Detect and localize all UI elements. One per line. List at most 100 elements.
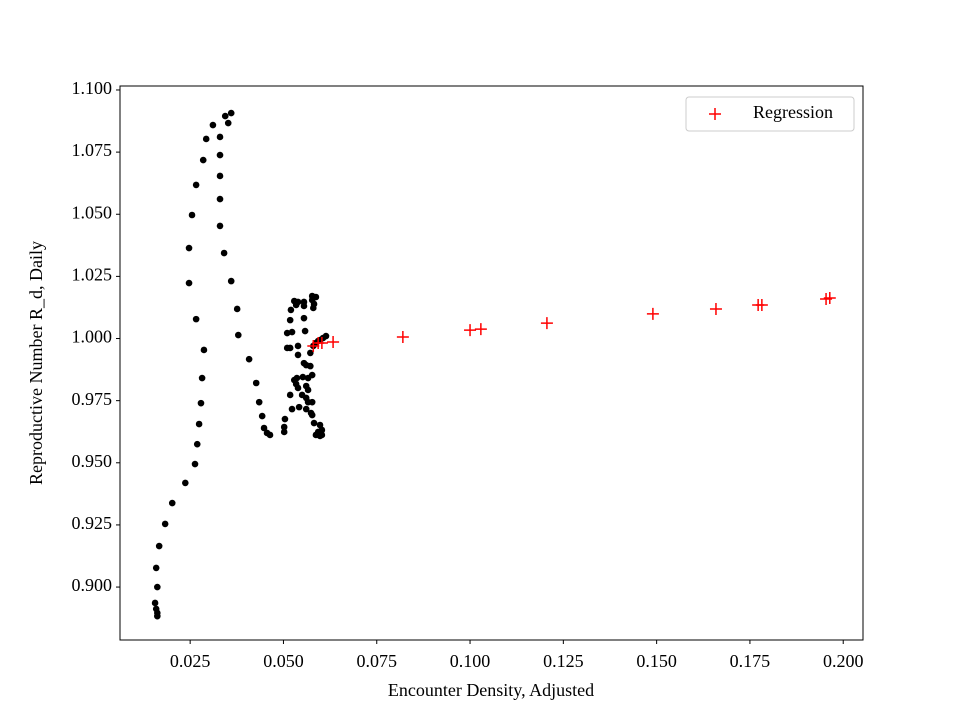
- point: [474, 323, 487, 336]
- point: [192, 315, 200, 323]
- point: [294, 384, 302, 392]
- x-tick-label: 0.075: [356, 651, 397, 671]
- point: [193, 440, 201, 448]
- legend-marker: [709, 108, 721, 120]
- y-tick-label: 1.050: [72, 202, 113, 222]
- point: [255, 398, 263, 406]
- point: [299, 373, 307, 381]
- point: [216, 133, 224, 141]
- y-tick-label: 1.075: [72, 140, 113, 160]
- y-axis-label: Reproductive Number R_d, Daily: [26, 241, 46, 485]
- x-tick-label: 0.150: [636, 651, 677, 671]
- point: [300, 314, 308, 322]
- point: [192, 181, 200, 189]
- x-tick-label: 0.125: [543, 651, 584, 671]
- point: [302, 382, 310, 390]
- point: [154, 583, 161, 591]
- point: [216, 172, 224, 180]
- point: [199, 156, 207, 164]
- point: [318, 426, 326, 434]
- point: [216, 151, 224, 159]
- point: [295, 403, 303, 411]
- point: [227, 109, 235, 117]
- point: [302, 405, 310, 413]
- point: [281, 415, 289, 423]
- point: [280, 423, 288, 431]
- y-tick-label: 1.000: [72, 327, 113, 347]
- point: [260, 424, 268, 432]
- point: [220, 249, 228, 257]
- point: [312, 293, 320, 301]
- point: [224, 119, 232, 127]
- point: [151, 599, 159, 607]
- point: [209, 121, 217, 129]
- x-tick-label: 0.100: [450, 651, 491, 671]
- point: [310, 419, 318, 427]
- point: [307, 339, 320, 352]
- point: [258, 412, 266, 420]
- point: [188, 211, 196, 219]
- y-tick-label: 0.975: [72, 389, 113, 409]
- point: [195, 420, 203, 428]
- point: [200, 346, 208, 354]
- point: [540, 317, 553, 330]
- x-tick-label: 0.050: [263, 651, 304, 671]
- point: [310, 300, 318, 308]
- point: [823, 292, 836, 305]
- point: [182, 479, 189, 487]
- point: [234, 331, 242, 339]
- x-axis-label: Encounter Density, Adjusted: [388, 680, 594, 700]
- point: [308, 411, 316, 419]
- point: [154, 612, 161, 620]
- point: [300, 302, 308, 310]
- y-tick-label: 1.025: [72, 265, 113, 285]
- point: [318, 431, 326, 439]
- point: [327, 335, 340, 348]
- point: [161, 520, 169, 528]
- point: [287, 306, 295, 314]
- point: [464, 324, 477, 337]
- point: [245, 355, 253, 363]
- x-tick-label: 0.025: [170, 651, 211, 671]
- point: [155, 542, 163, 550]
- point: [185, 244, 193, 252]
- point: [292, 301, 300, 309]
- point: [315, 336, 328, 349]
- legend-label: Regression: [753, 102, 833, 122]
- point: [308, 371, 316, 379]
- point: [290, 376, 298, 384]
- point: [755, 298, 768, 311]
- point: [286, 391, 294, 399]
- point: [252, 379, 260, 387]
- point: [197, 399, 205, 407]
- x-tick-label: 0.200: [823, 651, 864, 671]
- point: [198, 374, 206, 382]
- point: [288, 328, 296, 336]
- y-tick-label: 0.925: [72, 513, 113, 533]
- point: [294, 342, 302, 350]
- point: [316, 421, 324, 429]
- point: [396, 331, 409, 344]
- point: [286, 316, 294, 324]
- point: [709, 302, 722, 315]
- y-tick-label: 0.950: [72, 451, 113, 471]
- point: [302, 394, 310, 402]
- point: [216, 222, 224, 230]
- x-tick-label: 0.175: [730, 651, 771, 671]
- point: [307, 349, 314, 357]
- point: [302, 361, 310, 369]
- point: [191, 460, 199, 468]
- point: [301, 327, 309, 335]
- point: [322, 332, 330, 340]
- point: [646, 307, 659, 320]
- point: [227, 277, 235, 285]
- point: [308, 398, 316, 406]
- point: [185, 279, 193, 287]
- point: [233, 305, 241, 313]
- point: [294, 351, 302, 359]
- point: [286, 344, 294, 352]
- point: [221, 112, 229, 120]
- point: [168, 499, 176, 507]
- plot-frame: [119, 85, 864, 641]
